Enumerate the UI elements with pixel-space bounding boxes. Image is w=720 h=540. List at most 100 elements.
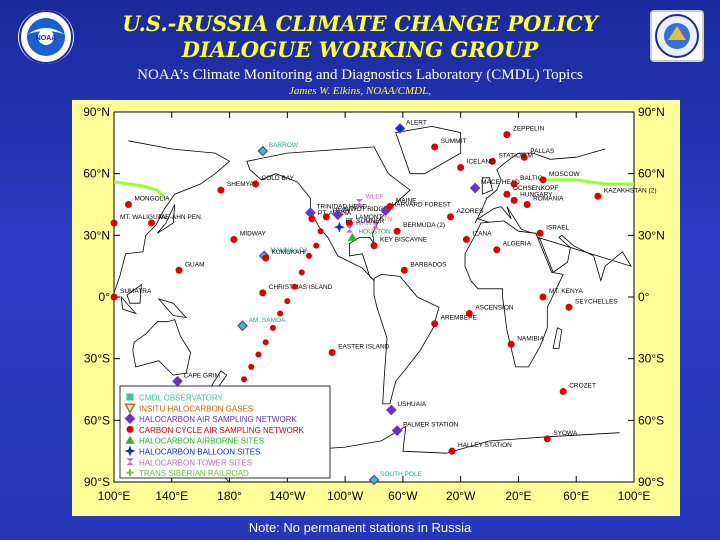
cruise-point — [313, 242, 320, 249]
landmass — [120, 295, 137, 315]
landmass — [126, 283, 142, 304]
station-seychelles: SEYCHELLES — [565, 298, 618, 311]
station-label: ASCENSION — [475, 304, 514, 311]
station-label: CROZET — [569, 383, 596, 390]
station-label: HARVARD FOREST — [392, 202, 451, 209]
railroad-east — [113, 180, 166, 200]
station-label: MONGOLIA — [134, 196, 170, 203]
landmass — [246, 146, 411, 281]
station-marker — [457, 164, 465, 171]
station-marker — [386, 203, 394, 211]
station-label: CHRISTMAS ISLAND — [269, 284, 333, 291]
station-marker — [237, 320, 248, 332]
station-pallas: PALLAS — [520, 148, 555, 161]
station-label: BALTIC — [520, 175, 543, 182]
station-bermuda-2-: BERMUDA (2) — [393, 222, 445, 235]
lat-label-right: 0° — [638, 290, 650, 304]
landmass — [552, 327, 563, 349]
landmass — [464, 220, 564, 368]
legend-item: CMDL OBSERVATORY — [126, 393, 224, 403]
legend-box — [119, 385, 331, 479]
lon-label: 60°W — [388, 489, 418, 503]
cruise-point — [269, 324, 276, 331]
station-ascension: ASCENSION — [465, 304, 514, 317]
station-marker — [259, 289, 267, 297]
cruise-point — [317, 228, 324, 235]
station-marker — [503, 190, 511, 198]
cruise-point — [284, 298, 291, 305]
station-label: ALGERIA — [503, 241, 532, 248]
station-marker — [148, 219, 156, 227]
subtitle: NOAA’s Climate Monitoring and Diagnostic… — [137, 67, 583, 83]
station-marker — [565, 303, 573, 311]
station-cold-bay: COLD BAY — [252, 175, 295, 188]
station-station-m: STATION M — [488, 152, 533, 165]
station-marker — [393, 227, 401, 235]
lon-label: 60°E — [563, 489, 589, 503]
station-label: CAPE GRIM — [184, 372, 220, 379]
station-marker — [594, 192, 602, 200]
station-marker — [322, 213, 330, 221]
station-marker — [510, 196, 518, 204]
legend-item: TRANS SIBERIAN RAILROAD — [126, 469, 249, 478]
lon-label: 100°W — [327, 489, 364, 503]
station-label: BERMUDA (2) — [403, 222, 445, 229]
station-label: HOUSTON — [358, 228, 391, 235]
station-marker — [543, 435, 551, 443]
station-marker — [332, 209, 344, 221]
station-marker — [308, 215, 316, 223]
station-label: NAMIBIA — [517, 335, 544, 342]
station-label: MT. KENYA — [549, 288, 583, 295]
landmass — [132, 319, 192, 376]
cruise-point — [255, 351, 262, 358]
station-label: ICELAND — [467, 159, 495, 166]
lat-label-right: 90°S — [638, 475, 664, 489]
station-label: MT. WALIGUAN — [120, 214, 167, 221]
map-svg: 90°N 90°N 60°N 60°N 30°N 30°N 0° 0° 30°S 30°S 60°S… — [83, 105, 665, 503]
author-credit: James W. Elkins, NOAA/CMDL, — [289, 85, 431, 97]
station-marker — [462, 235, 470, 243]
station-marker — [328, 349, 336, 356]
station-marker — [347, 232, 357, 241]
lon-label: 100°E — [618, 489, 651, 503]
lon-label: 100°E — [98, 489, 131, 503]
station-marker — [333, 221, 345, 233]
station-label: PALLAS — [530, 148, 555, 155]
station-label: SYOWA — [553, 430, 578, 437]
station-maine: MAINE — [386, 198, 417, 211]
station-map: 90°N 90°N 60°N 60°N 30°N 30°N 0° 0° 30°S 30°S 60°S… — [72, 100, 680, 516]
station-am-samoa: AM. SAMOA — [237, 317, 286, 332]
station-mt-waliguan: MT. WALIGUAN — [110, 214, 167, 227]
landmass — [481, 177, 493, 195]
station-marker — [110, 293, 118, 301]
legend-label: TRANS SIBERIAN RAILROAD — [139, 469, 249, 478]
lat-label-left: 60°S — [84, 413, 110, 427]
station-guam: GUAM — [175, 261, 205, 274]
landmass — [373, 273, 440, 405]
lat-label-left: 30°N — [83, 228, 110, 242]
lat-label-right: 30°N — [638, 228, 665, 242]
station-barbados: BARBADOS — [400, 261, 447, 274]
lat-label-left: 0° — [99, 290, 111, 304]
lat-label-right: 60°N — [638, 167, 665, 181]
station-label: LAMONT — [355, 214, 382, 221]
station-marker — [356, 198, 364, 206]
station-marker — [431, 143, 439, 151]
legend-label: INSITU HALOCARBON GASES — [139, 404, 253, 413]
station-zeppelin: ZEPPELIN — [503, 126, 545, 139]
station-label: AREMBEPE — [441, 315, 478, 322]
station-marker — [523, 201, 531, 208]
station-mt-kenya: MT. KENYA — [539, 288, 583, 301]
station-palmer-station: PALMER STATION — [391, 422, 459, 436]
station-marker — [493, 246, 501, 254]
cruise-point — [298, 269, 305, 276]
station-houston: HOUSTON — [347, 228, 391, 241]
station-marker — [394, 123, 406, 134]
station-label: FT. SUMNER — [345, 218, 384, 225]
trans-siberian-railroad — [113, 178, 634, 200]
station-lamont: LAMONT — [345, 214, 383, 227]
station-label: SHEMYA — [227, 181, 255, 188]
station-barrow: BARROW — [257, 142, 299, 157]
legend-swatch — [126, 458, 134, 466]
station-marker — [520, 153, 528, 161]
